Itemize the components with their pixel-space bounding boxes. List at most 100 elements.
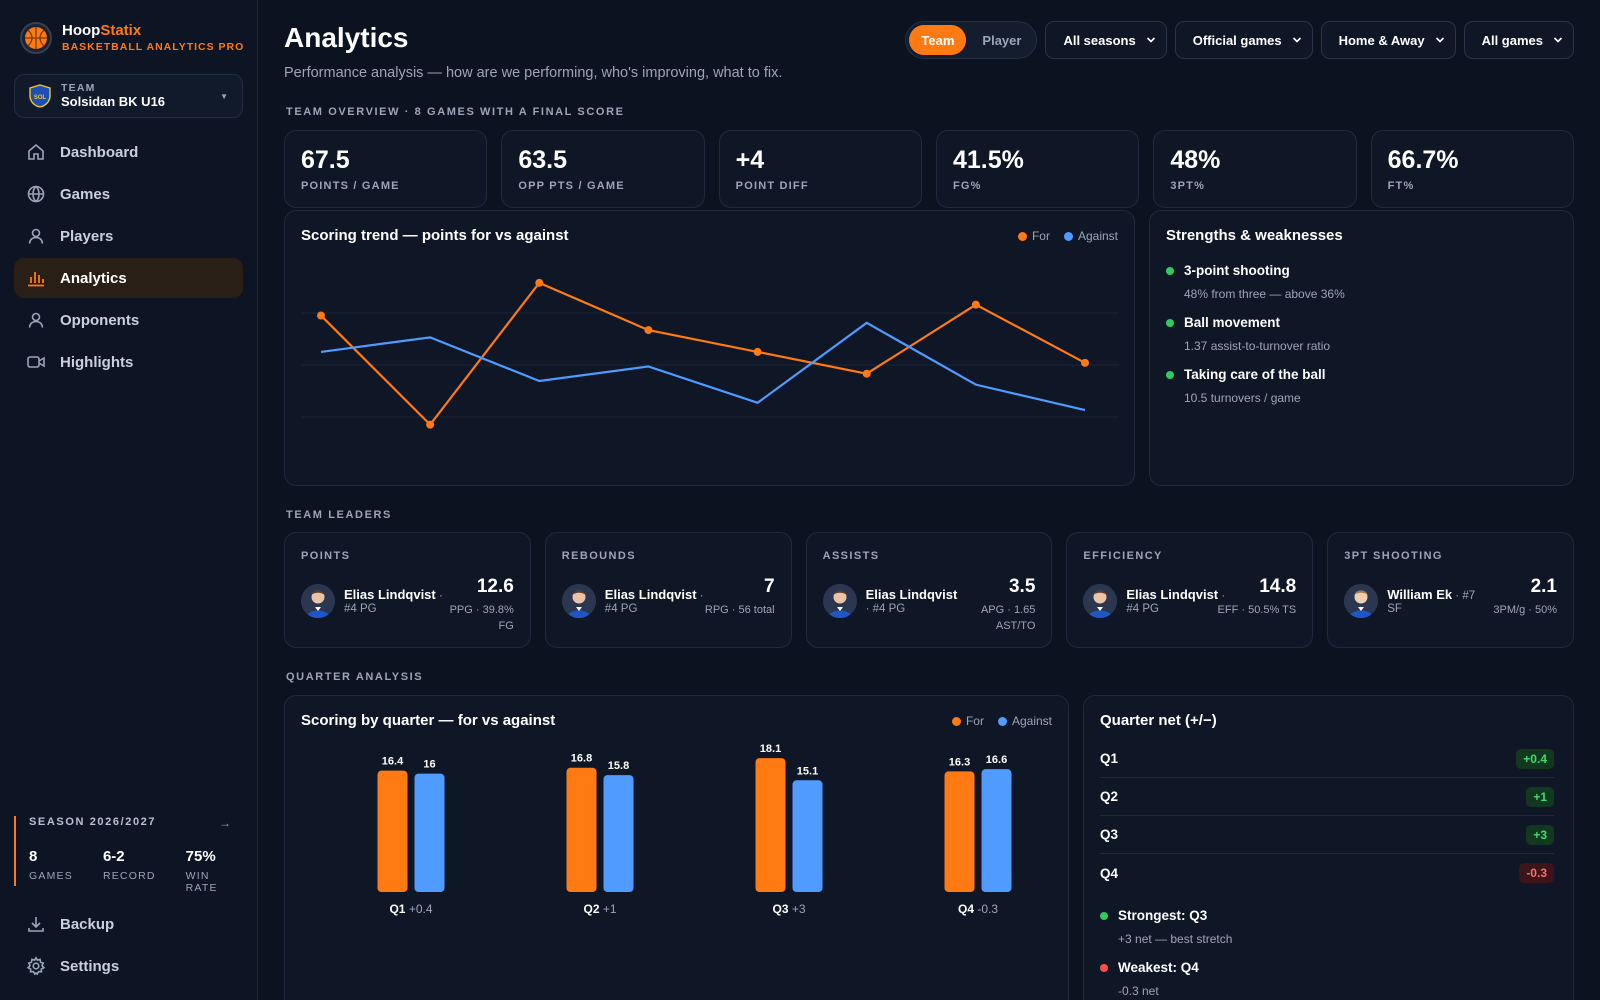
scoring-trend-chart [301,278,1119,429]
category-label: Q3 +3 [772,902,805,916]
team-leaders-row: POINTS Elias Lindqvist · #4 PG 12.6 PPG … [284,532,1574,648]
category-label: Q2 +1 [583,902,616,916]
data-point[interactable] [862,369,871,378]
home-icon [28,143,44,160]
nav-item-opponents[interactable]: Opponents [14,300,243,340]
legend-for: For [1017,229,1050,243]
team-selector[interactable]: SOL TEAM Solsidan BK U16 ▼ [14,74,243,118]
leader-card-points[interactable]: POINTS Elias Lindqvist · #4 PG 12.6 PPG … [284,532,531,648]
chevron-down-icon [1553,37,1563,43]
arrow-right-icon[interactable]: → [219,816,231,830]
nav-label: Games [60,185,111,203]
game-type-select[interactable]: Official games [1174,21,1313,59]
bar-against[interactable] [792,780,823,892]
nav-item-highlights[interactable]: Highlights [14,342,243,382]
leaders-section-label: TEAM LEADERS [286,509,392,521]
bar-value-label: 16.6 [986,754,1007,766]
bar-for[interactable] [755,758,786,892]
nav-label: Backup [60,915,115,933]
avatar [1083,584,1118,618]
nav-label: Players [60,227,114,245]
nav-item-backup[interactable]: Backup [14,904,243,944]
data-point[interactable] [317,311,325,320]
bar-against[interactable] [981,769,1012,892]
user-icon [28,228,44,244]
category-label: Q1 +0.4 [389,902,432,916]
season-stat-games: 8 GAMES [29,848,73,882]
strengths-list: 3-point shooting 48% from three — above … [1166,263,1546,419]
team-label: TEAM [61,82,96,94]
bar-for[interactable] [566,767,597,892]
nav-item-settings[interactable]: Settings [14,946,243,986]
bar-for[interactable] [377,770,408,892]
svg-text:SOL: SOL [34,95,47,101]
bar-against[interactable] [414,773,445,892]
legend-against: Against [997,714,1052,728]
bar-value-label: 16 [423,759,435,771]
games-select[interactable]: All games [1463,21,1574,59]
nav-item-games[interactable]: Games [14,174,243,214]
quarter-insights: Strongest: Q3 +3 net — best stretch Weak… [1100,908,1480,1000]
data-point[interactable] [1081,358,1089,367]
status-dot-icon [1166,266,1174,275]
leader-card-3pt[interactable]: 3PT SHOOTING William Ek · #7 SF 2.1 3PM/… [1327,532,1574,648]
toggle-player-button[interactable]: Player [982,32,1022,48]
bar-against[interactable] [603,775,634,892]
status-dot-icon [1166,370,1174,379]
nav-label: Settings [60,957,120,975]
data-point[interactable] [753,347,762,356]
page-title: Analytics [284,22,409,53]
bar-value-label: 16.8 [571,753,592,765]
nav-item-dashboard[interactable]: Dashboard [14,132,243,172]
legend-for: For [951,714,984,728]
user-icon [28,312,44,328]
avatar [301,584,335,618]
brand-tagline: BASKETBALL ANALYTICS PRO [62,41,245,53]
globe-icon [27,185,45,203]
leader-card-assists[interactable]: ASSISTS Elias Lindqvist · #4 PG 3.5 APG … [805,532,1053,648]
kpi-card: 66.7% FT% [1370,130,1574,208]
toggle-team-button[interactable]: Team [909,25,967,55]
team-shield-icon: SOL [29,84,51,108]
quarters-section-label: QUARTER ANALYSIS [286,671,424,683]
list-item: Ball movement 1.37 assist-to-turnover ra… [1166,315,1546,353]
avatar [1344,584,1379,618]
page-subtitle: Performance analysis — how are we perfor… [284,65,783,81]
season-select[interactable]: All seasons [1045,21,1167,59]
status-badge: +0.4 [1516,748,1554,769]
status-dot-icon [1166,318,1174,327]
nav-item-players[interactable]: Players [14,216,243,256]
scoring-trend-title: Scoring trend — points for vs against [301,227,569,244]
avatar [822,584,857,618]
quarter-chart-title: Scoring by quarter — for vs against [301,712,556,729]
nav-item-analytics[interactable]: Analytics [14,258,243,298]
venue-select[interactable]: Home & Away [1320,21,1456,59]
table-row: Q4 -0.3 [1100,854,1554,892]
quarter-net-title: Quarter net (+/−) [1100,712,1217,729]
status-badge: +1 [1526,786,1554,807]
bar-value-label: 16.4 [382,756,404,768]
kpi-card: 67.5 POINTS / GAME [284,130,488,208]
bar-for[interactable] [944,771,975,892]
brand[interactable]: HoopStatix BASKETBALL ANALYTICS PRO [20,22,244,54]
strengths-card: Strengths & weaknesses 3-point shooting … [1149,210,1574,486]
nav-label: Highlights [60,353,134,371]
overview-section-label: TEAM OVERVIEW · 8 GAMES WITH A FINAL SCO… [286,106,625,118]
leader-card-efficiency[interactable]: EFFICIENCY Elias Lindqvist · #4 PG 14.8 … [1066,532,1314,648]
chevron-down-icon [1146,37,1155,43]
data-point[interactable] [644,326,653,335]
legend-against: Against [1063,229,1118,243]
data-point[interactable] [426,420,435,429]
kpi-card: 48% 3PT% [1153,130,1357,208]
leader-card-rebounds[interactable]: REBOUNDS Elias Lindqvist · #4 PG 7 RPG ·… [544,532,792,648]
nav-label: Opponents [60,311,140,329]
data-point[interactable] [971,300,980,309]
data-point[interactable] [535,278,544,287]
season-card[interactable]: SEASON 2026/2027 → 8 GAMES 6-2 RECORD 75… [14,816,243,894]
quarter-bar-chart: 16.4 16 Q1 +0.4 16.8 15.8 Q2 +1 18.1 15.1 Q3 +3 1… [377,743,1012,916]
gear-icon [26,956,46,976]
filter-controls: Team Player All seasons Official games H… [905,21,1574,59]
download-icon [28,917,44,932]
list-item: Strongest: Q3 +3 net — best stretch [1100,908,1480,946]
kpi-card: +4 POINT DIFF [718,130,922,208]
